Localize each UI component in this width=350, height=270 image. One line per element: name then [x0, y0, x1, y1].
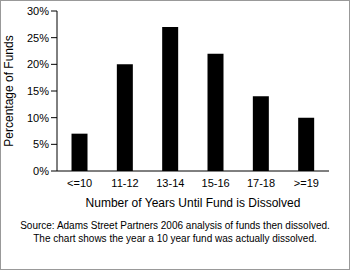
svg-text:13-14: 13-14	[156, 177, 184, 189]
svg-text:0%: 0%	[33, 165, 49, 177]
svg-text:15%: 15%	[27, 85, 49, 97]
html-text:The chart shows the year a 10: The chart shows the year a 10 year fund …	[33, 233, 317, 244]
svg-text:25%: 25%	[27, 32, 49, 44]
svg-text:15-16: 15-16	[202, 177, 230, 189]
svg-text:17-18: 17-18	[247, 177, 275, 189]
svg-text:20%: 20%	[27, 58, 49, 70]
svg-text:10%: 10%	[27, 112, 49, 124]
svg-text:30%: 30%	[27, 5, 49, 17]
svg-text:<=10: <=10	[67, 177, 92, 189]
svg-text:>=19: >=19	[294, 177, 319, 189]
html-text:Source: Adams Street Partners: Source: Adams Street Partners 2006 analy…	[20, 220, 330, 231]
svg-text:11-12: 11-12	[111, 177, 138, 189]
svg-text:5%: 5%	[33, 138, 49, 150]
svg-text:Percentage of Funds: Percentage of Funds	[8, 35, 16, 146]
svg-text:Number of Years Until Fund is: Number of Years Until Fund is Dissolved	[86, 196, 301, 210]
